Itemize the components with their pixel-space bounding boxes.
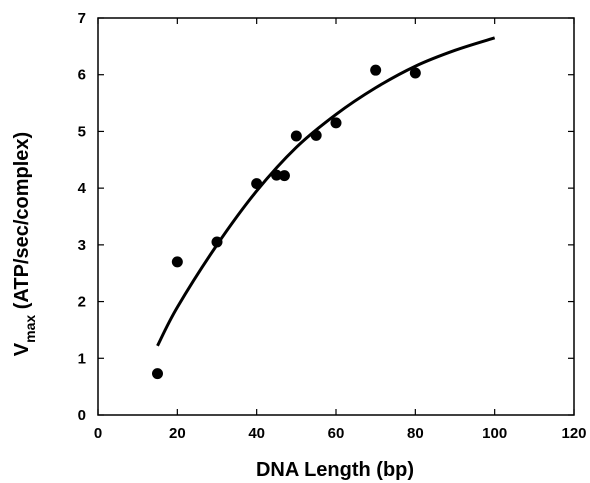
x-tick-label: 40 [248,425,265,442]
data-point [370,64,382,76]
tick-labels: 0 20 40 60 80 100 120 0 1 2 3 4 5 6 7 [78,10,587,442]
axes [97,17,575,416]
plot-frame [97,17,575,416]
y-tick-label: 1 [78,350,86,367]
x-axis-title: DNA Length (bp) [256,459,414,481]
data-point [409,67,421,79]
x-tick-label: 100 [482,425,507,442]
fit-curve-group [156,36,496,347]
x-tick-label: 80 [407,425,424,442]
x-tick-label: 0 [94,425,102,442]
x-tick-label: 60 [328,425,345,442]
data-point [251,178,263,190]
data-point [278,170,290,182]
y-axis-title-sub: max [22,315,38,343]
x-tick-label: 120 [561,425,586,442]
fit-curve [156,36,496,347]
y-tick-label: 0 [78,407,86,424]
data-point [271,169,282,181]
y-tick-label: 2 [78,294,86,311]
data-point [211,236,223,248]
data-point [152,368,163,380]
x-tick-label: 20 [169,425,186,442]
y-tick-label: 3 [78,237,86,254]
y-tick-label: 6 [78,67,86,84]
data-point [310,129,322,141]
y-tick-label: 7 [78,10,86,27]
data-points [152,64,421,380]
y-axis-title-rest: (ATP/sec/complex) [11,132,33,315]
data-point [290,130,302,142]
data-point [171,256,183,268]
y-tick-label: 4 [78,180,87,197]
y-tick-label: 5 [78,123,86,140]
data-point [330,117,342,129]
y-axis-title: Vmax (ATP/sec/complex) [11,132,38,356]
y-axis-title-main: V [11,342,33,356]
